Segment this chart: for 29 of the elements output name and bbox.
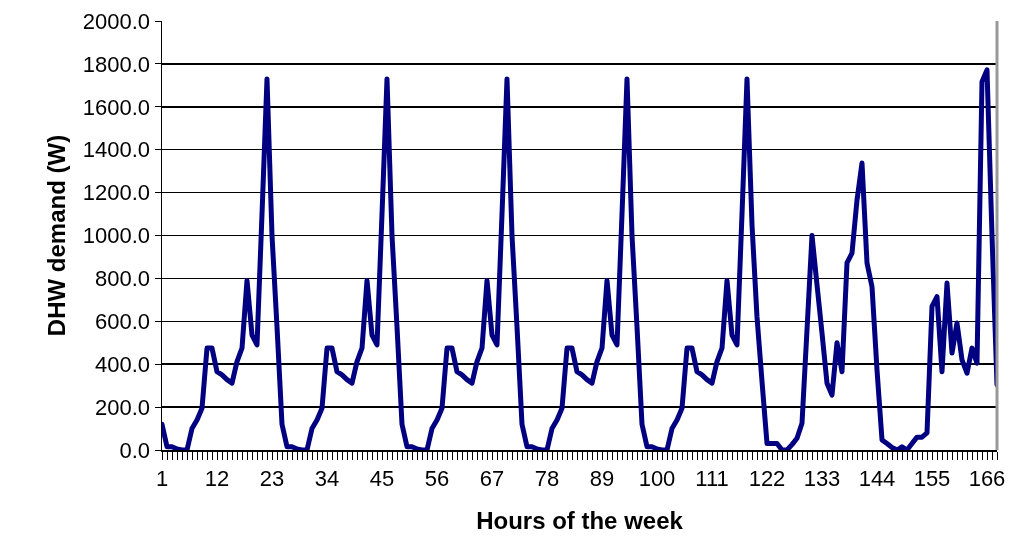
x-tick-label: 12 [204,465,230,491]
x-tick-label: 45 [369,465,395,491]
x-tick-label: 155 [913,465,951,491]
y-tick-label: 2000.0 [82,8,151,34]
x-tick-label: 67 [479,465,505,491]
y-tick-label: 1600.0 [82,94,151,120]
x-tick-label: 78 [534,465,560,491]
y-tick-label: 1000.0 [82,223,151,249]
x-tick-label: 166 [968,465,1006,491]
x-tick-label: 34 [314,465,340,491]
x-tick-label: 56 [424,465,450,491]
x-tick-label: 23 [259,465,285,491]
x-tick-label: 1 [155,465,169,491]
x-axis-title: Hours of the week [476,506,684,534]
x-tick-label: 133 [803,465,841,491]
x-tick-label: 111 [695,465,729,491]
y-tick-label: 400.0 [95,351,151,377]
y-tick-label: 0.0 [119,437,151,463]
y-axis-title: DHW demand (W) [43,134,71,337]
x-tick-label: 144 [858,465,896,491]
y-tick-label: 600.0 [95,309,151,334]
y-tick-label: 800.0 [95,266,151,292]
y-tick-label: 200.0 [95,394,151,420]
x-tick-label: 100 [638,465,676,491]
x-tick-label: 89 [589,465,615,491]
y-tick-label: 1800.0 [82,51,151,77]
y-tick-label: 1200.0 [82,180,151,206]
x-tick-label: 122 [748,465,786,491]
y-tick-label: 1400.0 [82,137,151,163]
